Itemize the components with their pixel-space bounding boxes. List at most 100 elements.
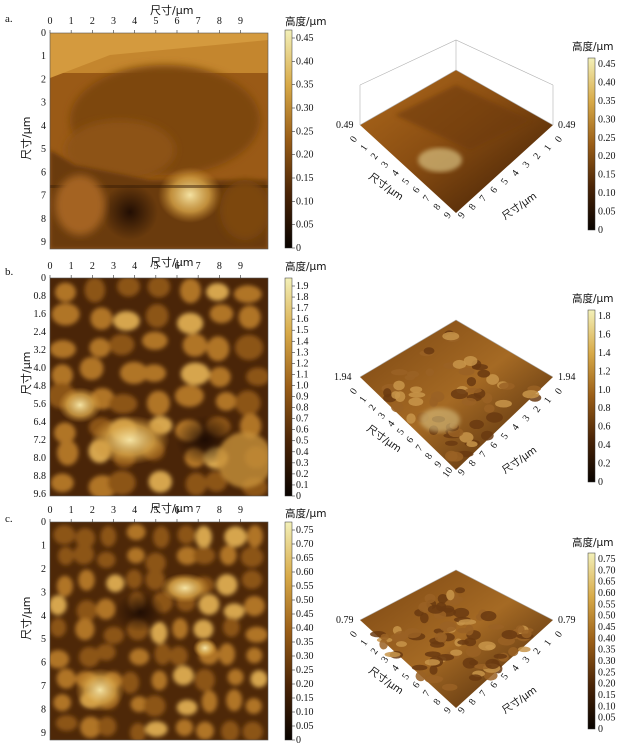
panel-a-3d-right-tick: 2 xyxy=(531,151,543,161)
grain xyxy=(172,665,194,686)
grain-3d xyxy=(483,670,498,681)
grain xyxy=(250,670,268,688)
panel-b-3d-colorbar-tick: 1.4 xyxy=(598,348,611,359)
panel-b-colorbar-tick: 0 xyxy=(296,491,301,502)
panel-c-3d-colorbar-tick: 0.10 xyxy=(598,701,616,712)
panel-c-3d-colorbar-tick: 0.20 xyxy=(598,679,616,690)
panel-b-colorbar-tick: 0.3 xyxy=(296,458,309,469)
panel-b-top-tick: 0 xyxy=(48,261,53,272)
grain xyxy=(57,546,74,566)
grain xyxy=(169,646,188,666)
grain xyxy=(174,385,204,407)
panel-c-top-tick: 4 xyxy=(132,505,137,516)
panel-c-top-axis-label: 尺寸/μm xyxy=(150,501,193,515)
panel-a-colorbar-tick: 0.15 xyxy=(296,173,314,184)
panel-b-colorbar-tick: 0.4 xyxy=(296,447,309,458)
grain xyxy=(180,362,210,386)
grain-3d xyxy=(450,388,469,400)
panel-c-3d-right-tick: 2 xyxy=(531,646,543,656)
panel-c-3d-right-tick: 4 xyxy=(510,663,522,673)
panel-c-2d-image xyxy=(50,522,268,740)
grain xyxy=(206,336,230,362)
panel-b-3d-surface xyxy=(359,319,554,470)
panel-b-3d-right-tick: 9 xyxy=(456,467,468,477)
panel-a-3d-surface xyxy=(359,39,554,213)
tick-labels: 0 1 2 3 4 5 6 7 8 9012345678900.050.100.150.200.2… xyxy=(34,16,616,746)
grain xyxy=(148,470,172,493)
grain xyxy=(218,643,236,666)
grain-3d xyxy=(429,665,438,675)
grain-3d xyxy=(445,440,458,446)
grain xyxy=(154,643,171,666)
panel-c-3d-left-tick: 3 xyxy=(379,655,391,665)
grain-3d xyxy=(488,624,505,630)
grain-3d xyxy=(383,388,392,398)
panel-a-3d-height-right: 0.49 xyxy=(558,120,576,131)
grain xyxy=(51,303,80,326)
panel-c-top-tick: 1 xyxy=(69,505,74,516)
grain xyxy=(222,617,240,637)
grain-3d xyxy=(429,396,438,408)
panel-a-3d-left-tick: 7 xyxy=(421,193,433,203)
grain xyxy=(196,721,214,740)
panel-c-3d-colorbar-tick: 0.75 xyxy=(598,554,616,565)
panel-b-3d-left-tick: 5 xyxy=(395,427,407,437)
grain xyxy=(177,525,195,545)
panel-b-3d-colorbar-tick: 1.8 xyxy=(598,311,611,322)
grain xyxy=(50,618,67,638)
panel-b-top-tick: 9 xyxy=(238,261,243,272)
panel-a-colorbar-tick: 0.05 xyxy=(296,220,314,231)
panel-b-left-tick: 3.2 xyxy=(34,345,47,356)
panel-c-colorbar-tick: 0 xyxy=(296,735,301,746)
panel-a-3d-left-tick: 6 xyxy=(411,185,423,195)
panel-a-left-tick: 1 xyxy=(41,51,46,62)
panel-a-colorbar-tick: 0.10 xyxy=(296,196,314,207)
panel-b-3d-left-tick: 4 xyxy=(386,419,398,429)
panel-b-3d-right-tick: 7 xyxy=(478,449,490,459)
panel-b-3d-right-tick: 1 xyxy=(542,395,554,405)
panel-b-colorbar-tick: 0.2 xyxy=(296,469,309,480)
panel-b-left-tick: 8.0 xyxy=(34,453,47,464)
panel-a-left-tick: 2 xyxy=(41,74,46,85)
panel-c-top-tick: 8 xyxy=(217,505,222,516)
panel-a-3d-left-tick: 8 xyxy=(432,202,444,212)
panel-b-3d-colorbar-tick: 0.2 xyxy=(598,459,611,470)
grain xyxy=(113,311,140,331)
panel-c-3d-left-tick: 6 xyxy=(411,680,423,690)
panel-b-3d-colorbar-title: 高度/μm xyxy=(572,292,613,305)
panel-b-colorbar-tick: 1.5 xyxy=(296,325,309,336)
panel-b-left-tick: 7.2 xyxy=(34,435,47,446)
grain-3d xyxy=(522,390,540,399)
grain-3d xyxy=(468,674,482,681)
grain-3d xyxy=(486,412,503,423)
panel-a-3d-right-tick: 7 xyxy=(478,193,490,203)
panel-a-3d-right-tick: 3 xyxy=(521,160,533,170)
grain xyxy=(198,594,220,615)
panel-c-3d-colorbar-tick: 0.35 xyxy=(598,645,616,656)
panel-b-colorbar-tick: 0.6 xyxy=(296,425,309,436)
grain xyxy=(195,525,212,549)
panel-b-3d-colorbar-tick: 0.8 xyxy=(598,403,611,414)
grain xyxy=(209,366,231,388)
panel-c-3d-right-tick: 8 xyxy=(467,697,479,707)
panel-c-colorbar-tick: 0.50 xyxy=(296,595,314,606)
panel-c-3d-right-tick: 7 xyxy=(478,688,490,698)
panel-b-top-tick: 2 xyxy=(90,261,95,272)
grain-3d xyxy=(391,391,401,399)
grain xyxy=(78,569,95,591)
panel-b-3d-right-tick: 0 xyxy=(553,386,565,396)
panel-a-2d-image xyxy=(50,33,268,249)
panel-c-top-tick: 3 xyxy=(111,505,116,516)
grain xyxy=(153,526,170,549)
grain-3d xyxy=(445,599,460,606)
grain xyxy=(234,334,264,361)
panel-b-left-tick: 5.6 xyxy=(34,399,47,410)
grain-3d xyxy=(430,641,445,648)
grain xyxy=(126,523,146,541)
grain xyxy=(54,422,76,444)
grain xyxy=(50,650,70,669)
panel-c-3d-height-right: 0.79 xyxy=(558,615,576,626)
grain-3d xyxy=(471,363,488,371)
panel-b-top-tick: 3 xyxy=(111,261,116,272)
